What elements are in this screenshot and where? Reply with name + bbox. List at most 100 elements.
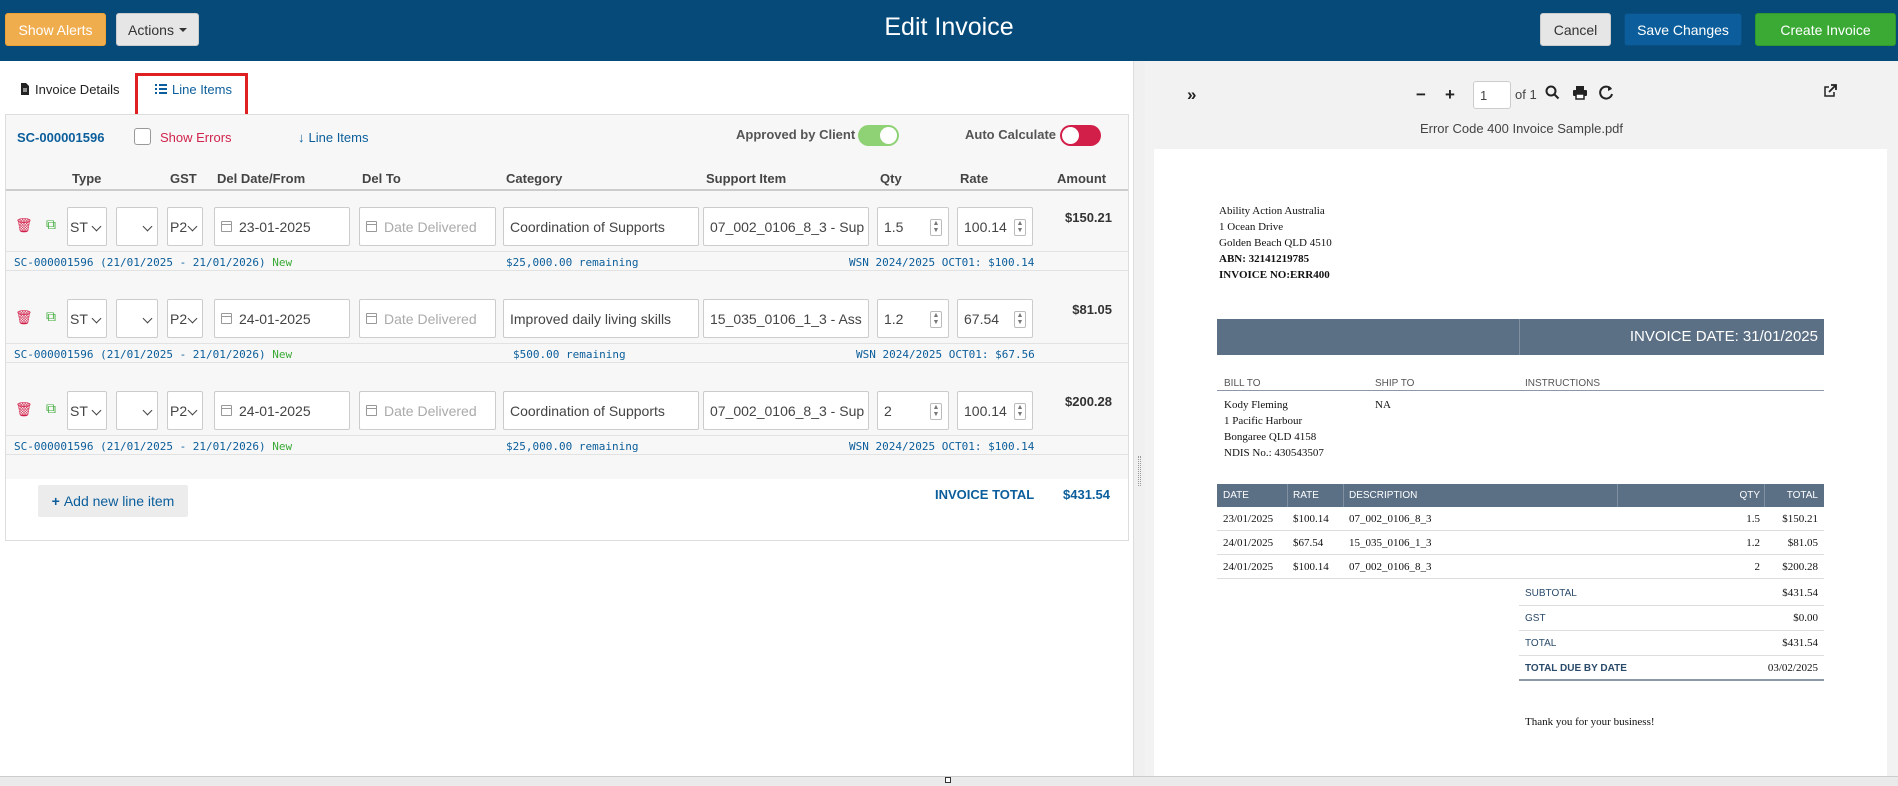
cancel-button[interactable]: Cancel <box>1540 13 1611 46</box>
pdf-total-value: $431.54 <box>1782 587 1818 599</box>
line-item-subinfo: SC-000001596 (21/01/2025 - 21/01/2026) N… <box>6 435 1128 455</box>
pdf-table-row: 24/01/2025 $67.54 15_035_0106_1_3 1.2 $8… <box>1217 531 1824 555</box>
qty-input[interactable]: 2 ▲ ▼ <box>877 391 949 430</box>
copy-icon[interactable]: ⧉ <box>46 216 56 232</box>
approved-by-client-toggle[interactable] <box>858 125 899 146</box>
support-item-input[interactable]: 07_002_0106_8_3 - Sup <box>703 207 869 246</box>
support-item-input[interactable]: 07_002_0106_8_3 - Sup <box>703 391 869 430</box>
qty-input[interactable]: 1.5 ▲ ▼ <box>877 207 949 246</box>
highlight-box <box>135 73 248 117</box>
pdf-col-qty: QTY <box>1739 490 1760 501</box>
type-select[interactable]: ST <box>67 391 107 430</box>
actions-label: Actions <box>128 21 174 38</box>
pdf-total-value: $431.54 <box>1782 637 1818 649</box>
del-date-from-input[interactable]: 24-01-2025 <box>214 391 350 430</box>
type-select[interactable]: ST <box>67 299 107 338</box>
gst-select[interactable] <box>116 207 158 246</box>
category-input[interactable]: Improved daily living skills <box>503 299 699 338</box>
line-items-link[interactable]: ↓ Line Items <box>298 130 368 145</box>
document-icon <box>21 83 29 95</box>
category-value: Coordination of Supports <box>510 402 665 419</box>
pdf-col-total: TOTAL <box>1786 490 1818 501</box>
create-invoice-button[interactable]: Create Invoice <box>1755 13 1896 46</box>
pdf-filename: Error Code 400 Invoice Sample.pdf <box>1419 121 1624 136</box>
column-header-gst: GST <box>170 171 197 186</box>
gst-select[interactable] <box>116 391 158 430</box>
copy-icon[interactable]: ⧉ <box>46 400 56 416</box>
del-date-from-input[interactable]: 23-01-2025 <box>214 207 350 246</box>
trash-icon[interactable]: 🗑 <box>15 217 33 233</box>
invoice-total-label: INVOICE TOTAL <box>935 487 1035 502</box>
refresh-icon[interactable] <box>1599 85 1614 105</box>
pdf-row-qty: 2 <box>1754 561 1761 573</box>
qty-input[interactable]: 1.2 ▲ ▼ <box>877 299 949 338</box>
support-item-input[interactable]: 15_035_0106_1_3 - Ass <box>703 299 869 338</box>
print-icon[interactable] <box>1572 85 1588 105</box>
pdf-row-desc: 07_002_0106_8_3 <box>1349 561 1432 573</box>
auto-calculate-toggle[interactable] <box>1060 125 1101 146</box>
bottom-resize-bar[interactable] <box>0 776 1898 786</box>
trash-icon[interactable]: 🗑 <box>15 309 33 325</box>
pdf-total-value: 03/02/2025 <box>1767 662 1818 674</box>
pdf-total-row: TOTAL $431.54 <box>1519 631 1824 656</box>
trash-icon[interactable]: 🗑 <box>15 401 33 417</box>
category-input[interactable]: Coordination of Supports <box>503 207 699 246</box>
show-alerts-button[interactable]: Show Alerts <box>5 13 106 46</box>
qty-value: 2 <box>884 402 892 419</box>
ship-to-value: NA <box>1375 399 1391 411</box>
calendar-icon <box>366 405 377 416</box>
pdf-row-rate: $67.54 <box>1293 537 1324 549</box>
subinfo-remaining: $25,000.00 remaining <box>506 440 639 453</box>
del-to-input[interactable]: Date Delivered <box>359 299 496 338</box>
show-errors-label: Show Errors <box>160 130 232 145</box>
category-input[interactable]: Coordination of Supports <box>503 391 699 430</box>
external-link-icon[interactable] <box>1823 83 1838 103</box>
sender-address: Ability Action Australia 1 Ocean Drive G… <box>1219 203 1332 283</box>
collapse-panel-icon[interactable]: » <box>1187 85 1197 104</box>
column-header-rate: Rate <box>960 171 989 186</box>
tab-invoice-details[interactable]: Invoice Details <box>20 78 120 100</box>
list-icon <box>155 84 167 94</box>
gst-select[interactable] <box>116 299 158 338</box>
add-line-item-button[interactable]: + Add new line item <box>38 485 188 517</box>
rate-value: 100.14 <box>964 218 1007 235</box>
copy-icon[interactable]: ⧉ <box>46 308 56 324</box>
subinfo-status: New <box>272 256 293 269</box>
rate-input[interactable]: 67.54 ▲ ▼ <box>957 299 1033 338</box>
category-value: Coordination of Supports <box>510 218 665 235</box>
actions-dropdown-button[interactable]: Actions <box>116 13 199 46</box>
tab-line-items-label: Line Items <box>172 81 232 97</box>
arrow-down-icon: ↓ <box>298 130 305 145</box>
tab-line-items[interactable]: Line Items <box>155 78 232 100</box>
plus-icon: + <box>51 493 60 509</box>
subinfo-contract: SC-000001596 (21/01/2025 - 21/01/2026) N… <box>14 440 292 453</box>
sender-abn: ABN: 32141219785 <box>1219 253 1310 265</box>
zoom-in-icon[interactable]: + <box>1445 85 1455 104</box>
caret-down-icon <box>178 27 187 32</box>
pdf-row-rate: $100.14 <box>1293 513 1329 525</box>
search-icon[interactable] <box>1545 85 1560 105</box>
rate-input[interactable]: 100.14 ▲ ▼ <box>957 207 1033 246</box>
del-date-from-input[interactable]: 24-01-2025 <box>214 299 350 338</box>
pdf-row-total: $200.28 <box>1782 561 1818 573</box>
del-to-input[interactable]: Date Delivered <box>359 207 496 246</box>
resize-handle[interactable] <box>945 777 951 783</box>
show-errors-checkbox[interactable] <box>134 128 151 145</box>
pdf-row-total: $81.05 <box>1787 537 1818 549</box>
rate-input[interactable]: 100.14 ▲ ▼ <box>957 391 1033 430</box>
line-item-row: 🗑 ⧉ ST P2 23-01-2025 Date Delivered Coor… <box>6 203 1128 251</box>
save-changes-button[interactable]: Save Changes <box>1624 13 1742 46</box>
support-item-value: 15_035_0106_1_3 - Ass <box>710 310 862 327</box>
panel-splitter[interactable] <box>1133 61 1145 776</box>
code-value: P2 <box>170 402 188 419</box>
pdf-table-row: 24/01/2025 $100.14 07_002_0106_8_3 2 $20… <box>1217 555 1824 579</box>
type-select[interactable]: ST <box>67 207 107 246</box>
zoom-out-icon[interactable]: − <box>1416 85 1426 104</box>
approved-by-client-label: Approved by Client <box>736 127 856 142</box>
code-select[interactable]: P2 <box>167 207 203 246</box>
page-number-input[interactable]: 1 <box>1473 81 1511 109</box>
code-select[interactable]: P2 <box>167 391 203 430</box>
code-select[interactable]: P2 <box>167 299 203 338</box>
del-to-input[interactable]: Date Delivered <box>359 391 496 430</box>
calendar-icon <box>366 221 377 232</box>
